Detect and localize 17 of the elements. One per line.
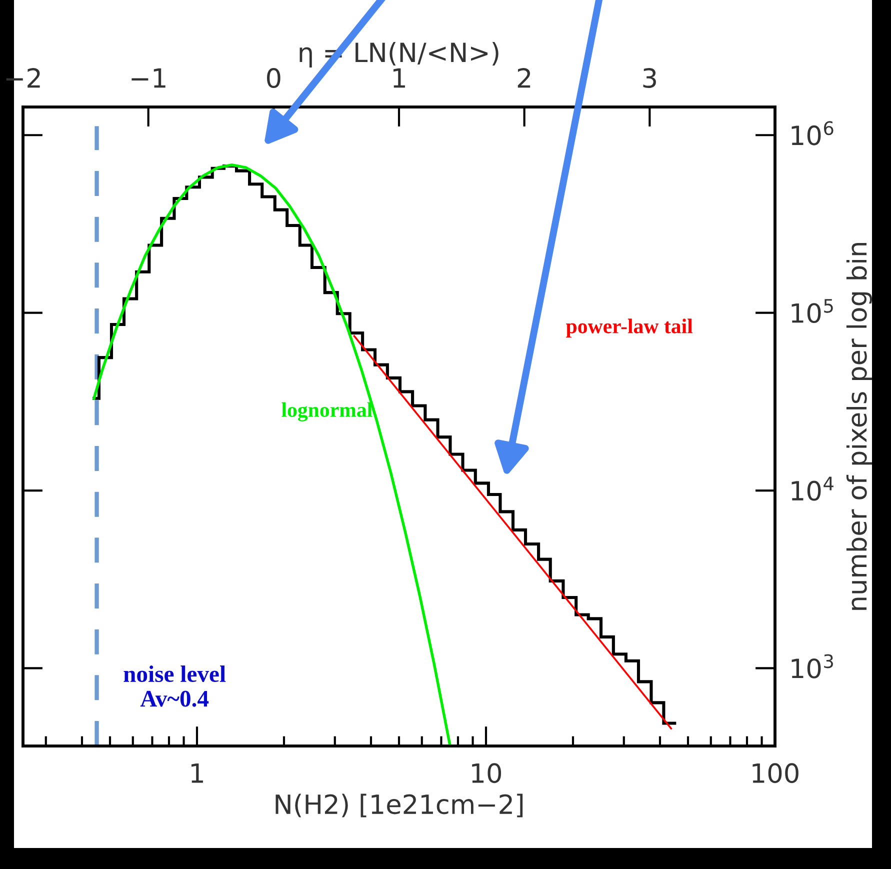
x-tick-label: 1 <box>192 763 203 783</box>
x2-tick-label: 2 <box>518 68 530 88</box>
x2-tick-label: 0 <box>267 68 280 88</box>
x2-tick-label: −1 <box>132 68 166 88</box>
x-tick-label: 10 <box>472 763 502 784</box>
ref-line-label: noise level Av~0.4 <box>124 665 226 707</box>
x-axis-title: N(H2) [1e21cm−2] <box>276 794 523 818</box>
text: power-law tail <box>566 318 693 338</box>
y-axis-title: number of pixels per log bin <box>846 243 872 610</box>
y-tick-label: 10$^{5}$ <box>792 299 833 324</box>
series-label: lognormal <box>282 402 372 422</box>
x-tick-label: 100 <box>752 763 798 784</box>
y-tick-label: 10$^{4}$ <box>792 476 834 501</box>
y-tick-label: 10$^{3}$ <box>792 654 833 678</box>
x2-tick-label: 3 <box>643 68 656 88</box>
y-tick-label: 10$^{6}$ <box>792 121 834 146</box>
x2-tick-label: 1 <box>394 68 405 88</box>
